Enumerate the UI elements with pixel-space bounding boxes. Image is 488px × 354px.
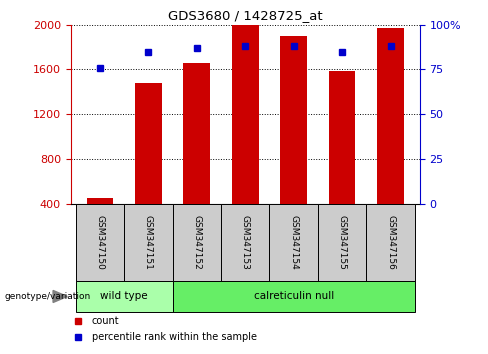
Text: GSM347155: GSM347155 [338,215,346,270]
Bar [76,204,124,281]
Bar [173,281,415,312]
Text: GSM347154: GSM347154 [289,215,298,270]
Bar [173,204,221,281]
Bar [377,28,404,204]
Polygon shape [53,290,67,302]
Bar [280,36,307,204]
Bar [86,198,113,204]
Text: calreticulin null: calreticulin null [254,291,334,302]
Bar [269,204,318,281]
Text: GSM347156: GSM347156 [386,215,395,270]
Bar [232,25,259,204]
Text: GSM347151: GSM347151 [144,215,153,270]
Text: count: count [92,316,120,326]
Bar [318,204,366,281]
Title: GDS3680 / 1428725_at: GDS3680 / 1428725_at [168,9,323,22]
Bar [135,83,162,204]
Text: GSM347152: GSM347152 [192,215,201,270]
Text: wild type: wild type [100,291,148,302]
Text: percentile rank within the sample: percentile rank within the sample [92,332,257,342]
Text: genotype/variation: genotype/variation [5,292,91,301]
Bar [329,70,355,204]
Bar [221,204,269,281]
Bar [366,204,415,281]
Bar [183,63,210,204]
Bar [124,204,173,281]
Text: GSM347150: GSM347150 [95,215,104,270]
Text: GSM347153: GSM347153 [241,215,250,270]
Bar [76,281,173,312]
